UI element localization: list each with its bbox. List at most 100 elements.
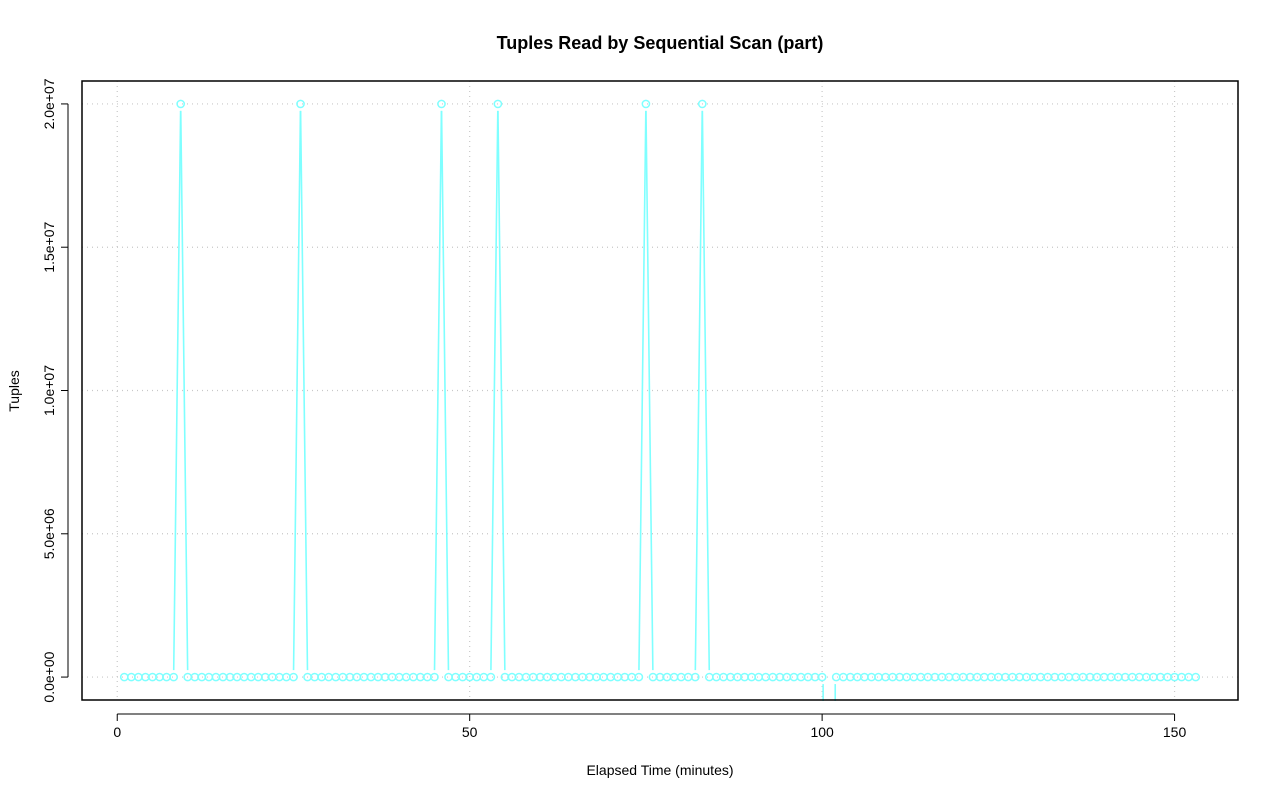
data-point xyxy=(275,672,284,682)
data-point xyxy=(669,672,679,682)
data-point xyxy=(401,672,411,682)
data-point xyxy=(803,672,813,682)
series-segment xyxy=(490,110,499,671)
data-point xyxy=(712,672,721,682)
series-segment xyxy=(433,110,443,671)
series-segment xyxy=(497,110,506,671)
data-point xyxy=(507,672,517,682)
data-point xyxy=(253,672,263,682)
data-point xyxy=(486,672,496,682)
data-point xyxy=(437,99,446,109)
data-point xyxy=(838,672,848,682)
data-point xyxy=(860,672,869,682)
axes: 0 50 100 150 0.0e+00 5.0e+06 1.0e+07 1.5e+07 2.0… xyxy=(41,78,1186,740)
data-point xyxy=(782,672,792,682)
series-segment xyxy=(172,110,182,671)
data-point xyxy=(1149,672,1158,682)
y-tick-label: 1.5e+07 xyxy=(41,222,57,273)
data-point xyxy=(169,672,178,682)
data-point xyxy=(197,672,207,682)
data-point xyxy=(239,672,249,682)
data-point xyxy=(366,672,376,682)
data-point xyxy=(359,672,369,682)
data-point xyxy=(134,672,143,682)
data-point xyxy=(916,672,926,682)
data-point xyxy=(246,672,256,682)
data-point xyxy=(789,672,799,682)
data-point xyxy=(817,672,827,682)
data-point xyxy=(1099,672,1109,682)
data-point xyxy=(944,672,954,682)
data-point xyxy=(1142,672,1151,682)
series-line xyxy=(172,110,837,701)
data-point xyxy=(408,672,418,682)
data-point xyxy=(1184,672,1194,682)
data-point xyxy=(451,672,460,682)
data-point xyxy=(993,672,1003,682)
series-markers xyxy=(119,99,1201,682)
data-point xyxy=(549,672,559,682)
y-axis-label: Tuples xyxy=(6,370,22,412)
data-point xyxy=(352,672,362,682)
data-point xyxy=(1106,672,1116,682)
y-tick-label: 5.0e+06 xyxy=(41,508,57,559)
series-segment xyxy=(638,110,647,671)
x-tick-label: 150 xyxy=(1163,724,1187,740)
data-point xyxy=(634,672,644,682)
data-point xyxy=(704,672,714,682)
data-point xyxy=(119,672,129,682)
data-point xyxy=(902,672,912,682)
data-point xyxy=(1029,672,1038,682)
data-point xyxy=(1113,672,1123,682)
series-segment xyxy=(645,110,654,671)
data-point xyxy=(1071,672,1081,682)
data-point xyxy=(444,672,453,682)
data-point xyxy=(317,672,327,682)
x-tick-label: 0 xyxy=(113,724,121,740)
data-point xyxy=(951,672,961,682)
data-point xyxy=(874,672,883,682)
data-point xyxy=(373,672,383,682)
data-point xyxy=(641,99,651,109)
data-point xyxy=(1064,672,1074,682)
data-point xyxy=(690,672,700,682)
series-segment xyxy=(292,110,302,671)
data-point xyxy=(1177,672,1186,682)
plot-frame xyxy=(81,80,1239,701)
data-point xyxy=(493,99,503,109)
data-point xyxy=(556,672,566,682)
data-point xyxy=(282,672,291,682)
data-point xyxy=(296,99,305,109)
data-point xyxy=(289,672,298,682)
series-segment xyxy=(179,110,189,671)
x-tick-label: 50 xyxy=(462,724,478,740)
data-point xyxy=(1134,672,1144,682)
data-point xyxy=(958,672,968,682)
data-point xyxy=(394,672,404,682)
data-point xyxy=(754,672,764,682)
data-point xyxy=(683,672,693,682)
data-point xyxy=(204,672,214,682)
data-point xyxy=(176,99,186,109)
x-tick-label: 100 xyxy=(810,724,834,740)
data-point xyxy=(979,672,989,682)
data-point xyxy=(472,672,482,682)
data-point xyxy=(162,672,171,682)
data-point xyxy=(761,672,771,682)
data-point xyxy=(528,672,538,682)
data-point xyxy=(881,672,890,682)
data-point xyxy=(1036,672,1045,682)
data-point xyxy=(592,672,601,682)
data-point xyxy=(606,672,616,682)
chart-title: Tuples Read by Sequential Scan (part) xyxy=(497,33,824,53)
series-segment xyxy=(299,110,309,671)
data-point xyxy=(1057,672,1067,682)
data-point xyxy=(909,672,919,682)
x-axis-label: Elapsed Time (minutes) xyxy=(586,762,733,778)
grid xyxy=(82,81,1238,700)
data-point xyxy=(986,672,996,682)
data-point xyxy=(564,672,573,682)
data-point xyxy=(796,672,806,682)
data-point xyxy=(1022,672,1031,682)
